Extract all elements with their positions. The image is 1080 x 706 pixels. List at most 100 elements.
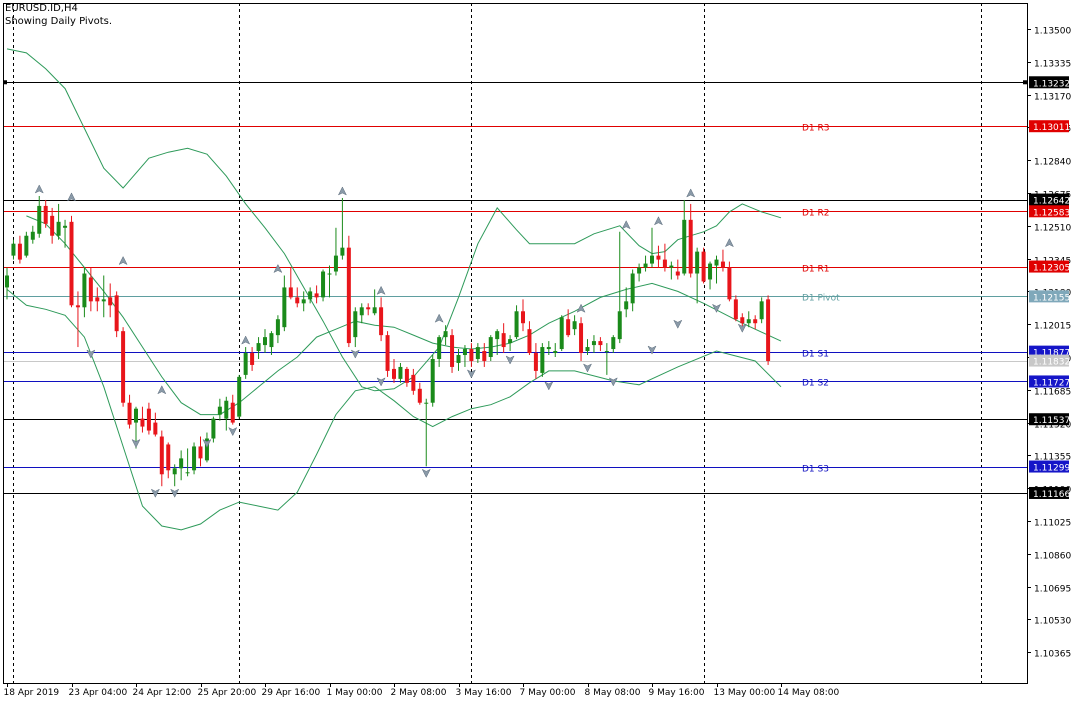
candle-body (75, 305, 80, 308)
candle-body (630, 273, 635, 304)
candle-body (404, 368, 409, 383)
candle-body (430, 358, 435, 403)
time-tick-label: 3 May 16:00 (456, 688, 512, 698)
candle-body (437, 337, 442, 359)
price-tag-label: 1.12305 (1033, 264, 1070, 274)
chart-symbol-label: EURUSD.ID,H4 (5, 3, 78, 14)
price-tick-label: 1.12015 (1034, 322, 1071, 332)
indicator-note-label: Showing Daily Pivots. (5, 16, 113, 27)
time-tick-label: 29 Apr 16:00 (262, 688, 321, 698)
price-tag-label: 1.11537 (1033, 416, 1070, 426)
candle-body (243, 353, 248, 375)
candle-body (166, 444, 171, 471)
price-tick-label: 1.10530 (1034, 617, 1071, 627)
time-tick-label: 7 May 00:00 (520, 688, 576, 698)
candle-body (514, 311, 519, 338)
level-label: D1 R2 (802, 209, 830, 219)
price-tag-label: 1.11727 (1033, 378, 1070, 388)
fractal-up-arrow (157, 385, 167, 395)
fractal-up-arrow (34, 184, 44, 194)
candle-body (263, 337, 267, 346)
candle-body (508, 339, 513, 344)
candle-body (572, 321, 577, 330)
candle-body (495, 331, 500, 340)
level-label: D1 R3 (802, 124, 830, 134)
candle-body (766, 299, 771, 361)
price-tag-box (1029, 486, 1069, 499)
price-tick-label: 1.13335 (1034, 60, 1071, 70)
time-tick-label: 9 May 16:00 (649, 688, 705, 698)
bollinger-line (6, 289, 782, 531)
price-tick-label: 1.12510 (1034, 224, 1071, 234)
fractal-down-arrow (544, 381, 554, 391)
fractal-down-arrow (350, 349, 360, 359)
price-tick-label: 1.13500 (1034, 27, 1071, 37)
price-tick-label: 1.11025 (1034, 519, 1071, 529)
candle-body (411, 374, 416, 391)
candle-body (637, 267, 642, 274)
candle-body (501, 333, 506, 348)
level-label: D1 S2 (802, 379, 829, 389)
candle-body (720, 261, 725, 268)
candle-body (172, 468, 177, 475)
candle-body (650, 255, 654, 264)
price-tick-label: 1.13170 (1034, 93, 1071, 103)
price-tag-box (1029, 193, 1069, 206)
candle-body (753, 319, 758, 324)
candle-body (656, 255, 661, 260)
price-tag-label: 1.11877 (1033, 349, 1070, 359)
fractal-markers (34, 184, 747, 498)
candle-body (269, 333, 274, 348)
candle-body (230, 402, 235, 423)
candle-body (275, 319, 280, 336)
fractal-down-arrow (582, 363, 593, 373)
candle-body (198, 446, 203, 459)
fractal-up-arrow (337, 186, 347, 196)
price-tag-box (1029, 290, 1069, 303)
candlestick-series (5, 195, 771, 487)
candle-body (224, 400, 229, 419)
candle-body (682, 219, 687, 274)
candle-body (346, 247, 351, 344)
fractal-up-arrow (434, 313, 444, 323)
current-price-box (1029, 354, 1069, 367)
candle-body (321, 271, 326, 298)
candle-body (701, 251, 706, 282)
candle-body (669, 265, 674, 268)
price-tag-box (1029, 76, 1069, 89)
candle-body (359, 307, 364, 316)
price-tick-label: 1.10695 (1034, 585, 1071, 595)
time-tick-label: 14 May 08:00 (778, 688, 840, 698)
time-tick-label: 23 Apr 04:00 (69, 688, 128, 698)
fractal-down-arrow (150, 488, 160, 498)
time-axis: 18 Apr 2019 23 Apr 04:00 24 Apr 12:00 25 Ap… (4, 683, 840, 698)
candle-body (43, 205, 48, 224)
candle-body (69, 221, 74, 306)
candle-body (217, 406, 222, 415)
time-tick-label: 13 May 00:00 (714, 688, 776, 698)
price-tick-label: 1.12840 (1034, 158, 1071, 168)
plot-frame (3, 3, 1028, 684)
candle-body (398, 366, 403, 379)
candle-body (192, 446, 197, 471)
fractal-down-arrow (673, 319, 683, 329)
fractal-up-arrow (376, 285, 386, 295)
level-label: D1 S1 (802, 350, 829, 360)
candle-body (295, 297, 300, 304)
candle-body (353, 311, 358, 338)
fractal-down-arrow (466, 369, 476, 379)
level-handle-left (3, 80, 7, 85)
fractal-down-arrow (608, 377, 618, 387)
candle-body (82, 273, 87, 308)
candle-body (288, 287, 293, 298)
price-tag-label: 1.13232 (1033, 79, 1070, 89)
candle-body (695, 251, 700, 274)
price-tag-label: 1.12583 (1033, 208, 1070, 218)
time-tick-label: 24 Apr 12:00 (133, 688, 192, 698)
price-axis: 1.135001.133351.131701.130051.128401.126… (1027, 27, 1071, 660)
fractal-up-arrow (66, 192, 77, 202)
candle-body (153, 422, 158, 435)
candle-body (37, 205, 42, 234)
